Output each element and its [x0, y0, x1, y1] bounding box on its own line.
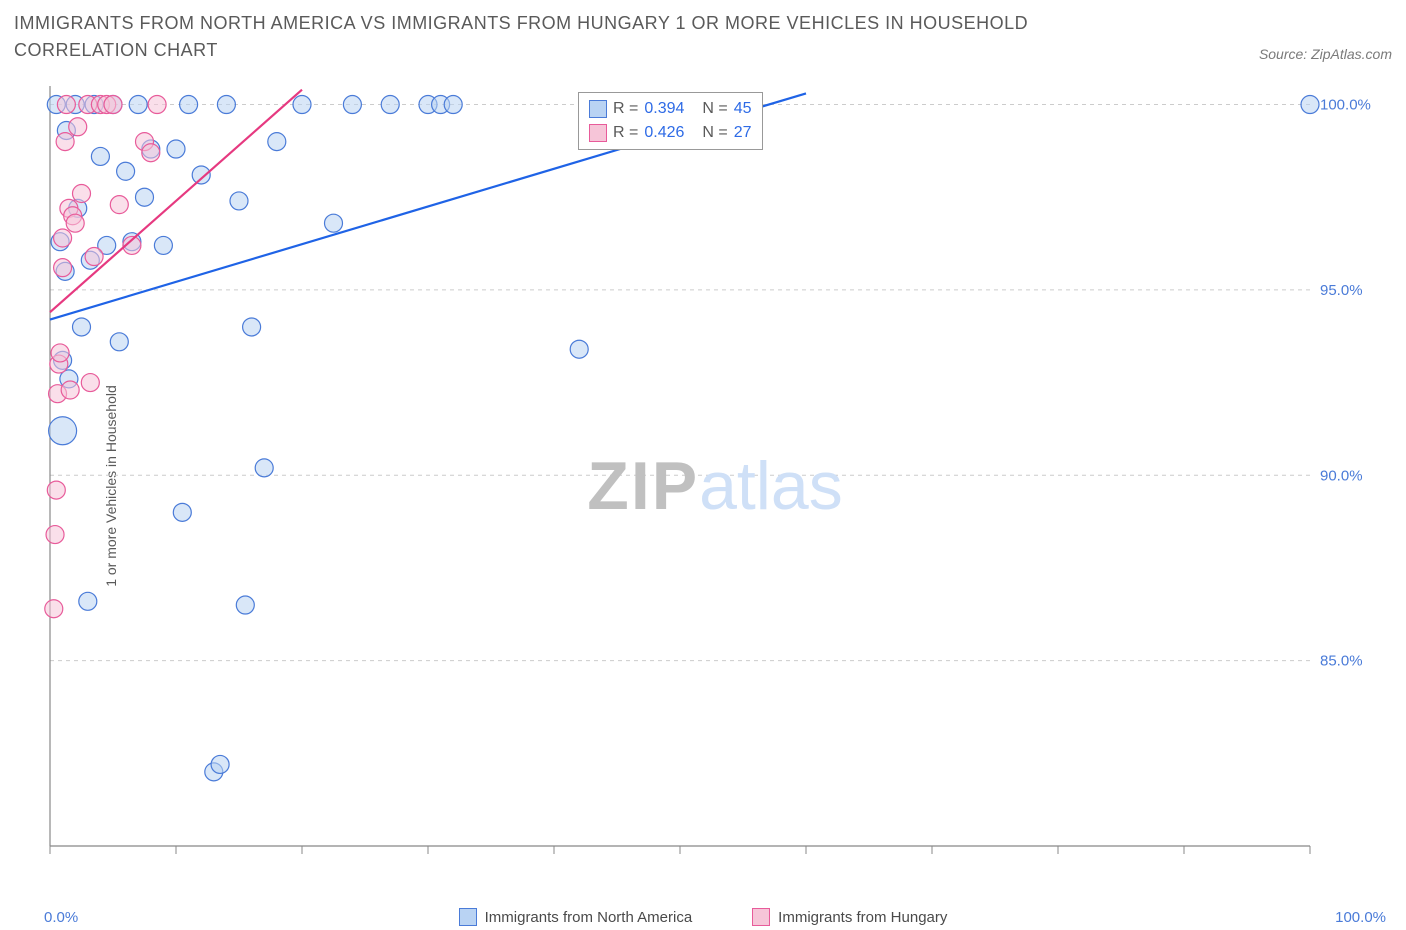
data-point [129, 96, 147, 114]
data-point [173, 503, 191, 521]
data-point [230, 192, 248, 210]
legend-swatch [459, 908, 477, 926]
data-point [57, 96, 75, 114]
data-point [91, 147, 109, 165]
stats-n-label: N = [702, 121, 727, 145]
stats-swatch [589, 124, 607, 142]
stats-row: R =0.426 N = 27 [589, 121, 752, 145]
trend-line [50, 90, 302, 312]
data-point [73, 185, 91, 203]
data-point [79, 592, 97, 610]
legend-item: Immigrants from Hungary [752, 908, 947, 926]
data-point [142, 144, 160, 162]
source-attribution: Source: ZipAtlas.com [1259, 46, 1392, 62]
data-point [61, 381, 79, 399]
data-point [110, 196, 128, 214]
stats-r-value: 0.426 [644, 121, 684, 145]
data-point [104, 96, 122, 114]
data-point [293, 96, 311, 114]
stats-legend-box: R =0.394 N = 45 R =0.426 N = 27 [578, 92, 763, 150]
data-point [268, 133, 286, 151]
data-point [85, 248, 103, 266]
data-point [45, 600, 63, 618]
data-point [110, 333, 128, 351]
stats-r-label: R = [613, 97, 638, 121]
data-point [236, 596, 254, 614]
stats-n-value: 45 [734, 97, 752, 121]
scatter-plot: 85.0% 90.0% 95.0% 100.0% [40, 86, 1390, 886]
data-point [46, 526, 64, 544]
data-point [1301, 96, 1319, 114]
data-point [56, 133, 74, 151]
stats-r-label: R = [613, 121, 638, 145]
data-point [444, 96, 462, 114]
data-point [217, 96, 235, 114]
legend-swatch [752, 908, 770, 926]
data-point [51, 344, 69, 362]
data-point [81, 374, 99, 392]
data-point [54, 259, 72, 277]
data-point [73, 318, 91, 336]
data-point [255, 459, 273, 477]
data-point [54, 229, 72, 247]
data-point [154, 236, 172, 254]
y-tick-label: 90.0% [1320, 467, 1363, 484]
data-point [167, 140, 185, 158]
legend-label: Immigrants from North America [485, 909, 693, 926]
data-point [243, 318, 261, 336]
bottom-legend: Immigrants from North America Immigrants … [0, 908, 1406, 926]
legend-label: Immigrants from Hungary [778, 909, 947, 926]
data-point [69, 118, 87, 136]
chart-title: IMMIGRANTS FROM NORTH AMERICA VS IMMIGRA… [14, 10, 1114, 64]
data-point [47, 481, 65, 499]
y-tick-label: 100.0% [1320, 97, 1371, 114]
data-point [180, 96, 198, 114]
data-point [570, 340, 588, 358]
data-point [136, 188, 154, 206]
data-point [381, 96, 399, 114]
stats-row: R =0.394 N = 45 [589, 97, 752, 121]
data-point [343, 96, 361, 114]
y-tick-label: 95.0% [1320, 282, 1363, 299]
stats-r-value: 0.394 [644, 97, 684, 121]
legend-item: Immigrants from North America [459, 908, 693, 926]
data-point [117, 162, 135, 180]
data-point [49, 417, 77, 445]
data-point [325, 214, 343, 232]
y-tick-label: 85.0% [1320, 653, 1363, 670]
stats-n-label: N = [702, 97, 727, 121]
stats-n-value: 27 [734, 121, 752, 145]
stats-swatch [589, 100, 607, 118]
data-point [148, 96, 166, 114]
data-point [66, 214, 84, 232]
chart-container: 1 or more Vehicles in Household 85.0%90.… [40, 86, 1390, 886]
data-point [211, 755, 229, 773]
data-point [192, 166, 210, 184]
